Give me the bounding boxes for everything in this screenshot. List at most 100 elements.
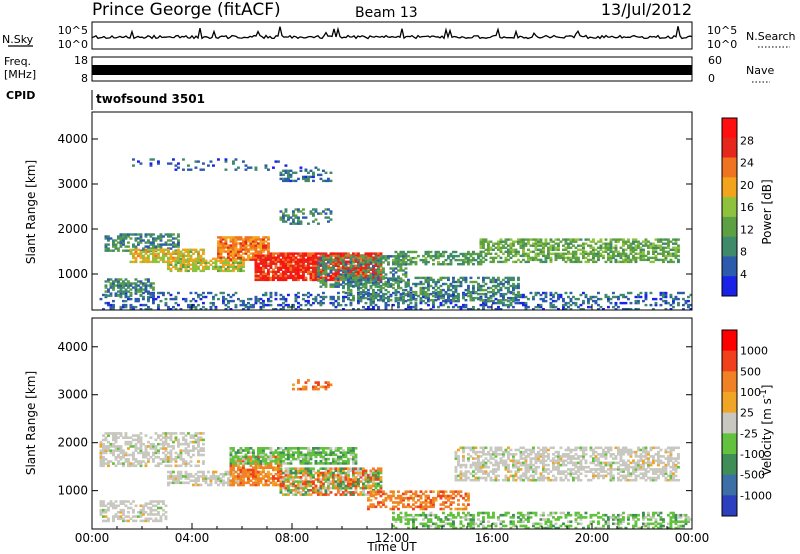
power-cell	[534, 293, 538, 297]
power-cell	[527, 297, 530, 301]
power-cell	[484, 276, 488, 280]
power-cell	[302, 272, 305, 275]
power-cell	[677, 244, 680, 247]
power-cell	[267, 262, 270, 265]
power-cell	[329, 269, 333, 272]
power-cell	[424, 252, 428, 256]
power-cell	[444, 290, 448, 294]
power-cell	[499, 248, 503, 251]
power-cell	[632, 258, 635, 262]
power-cell	[289, 175, 293, 179]
velocity-cell	[177, 477, 180, 480]
power-cell	[224, 303, 228, 307]
power-cell	[354, 272, 358, 275]
velocity-cell	[149, 455, 153, 459]
power-cell	[329, 171, 333, 174]
power-cell	[394, 290, 398, 294]
power-cell	[224, 160, 228, 163]
power-cell	[277, 303, 280, 307]
power-cell	[232, 248, 235, 251]
velocity-cell	[299, 471, 303, 475]
power-cell	[252, 256, 255, 259]
power-cell	[489, 305, 493, 309]
velocity-cell	[144, 447, 148, 450]
power-cell	[254, 301, 258, 305]
power-cell	[387, 257, 390, 260]
power-cell	[537, 291, 540, 295]
power-cell	[592, 256, 595, 260]
power-cell	[677, 254, 680, 258]
power-cell	[462, 303, 465, 307]
velocity-cell	[237, 466, 240, 469]
velocity-cell	[107, 432, 110, 435]
power-cell	[312, 179, 315, 183]
power-cell	[147, 256, 150, 260]
velocity-cell	[187, 453, 190, 457]
velocity-cell	[279, 486, 283, 490]
velocity-cell	[279, 464, 283, 467]
power-cell	[349, 268, 353, 271]
power-cell	[202, 295, 205, 299]
power-cell	[159, 299, 163, 303]
power-cell	[414, 284, 418, 288]
power-cell	[239, 261, 243, 264]
power-cell	[229, 246, 233, 249]
power-cell	[244, 164, 248, 167]
velocity-cell	[262, 453, 265, 457]
power-cell	[287, 218, 290, 221]
power-cell	[342, 269, 345, 272]
power-cell	[109, 249, 113, 252]
power-cell	[347, 278, 350, 282]
power-cell	[534, 248, 538, 251]
power-cell	[247, 236, 250, 239]
velocity-cell	[304, 455, 308, 459]
power-cell	[162, 250, 165, 253]
power-cell	[457, 254, 460, 258]
power-cell	[234, 238, 238, 241]
velocity-cell	[192, 479, 195, 482]
power-cell	[459, 308, 463, 311]
power-cell	[374, 252, 378, 255]
power-cell	[384, 303, 388, 307]
power-cell	[449, 301, 453, 305]
velocity-cell	[127, 440, 130, 444]
power-cell	[569, 240, 573, 243]
power-cell	[514, 301, 518, 305]
power-cell	[294, 270, 298, 273]
power-cell	[259, 242, 263, 245]
power-cell	[234, 303, 238, 307]
velocity-cell	[179, 464, 183, 468]
power-cell	[387, 263, 390, 266]
velocity-cell	[289, 459, 293, 463]
power-cell	[327, 261, 330, 264]
power-cell	[344, 276, 348, 280]
power-cell	[484, 252, 488, 255]
power-cell	[584, 242, 588, 245]
velocity-cell	[272, 479, 275, 482]
velocity-cell	[287, 480, 290, 483]
velocity-cell	[312, 447, 315, 450]
power-cell	[254, 252, 258, 255]
power-cell	[362, 255, 365, 258]
power-cell	[489, 256, 493, 260]
power-cell	[244, 236, 248, 239]
velocity-cell	[167, 445, 170, 448]
power-cell	[369, 273, 373, 276]
power-cell	[479, 303, 483, 307]
power-cell	[447, 276, 450, 280]
power-cell	[132, 248, 135, 251]
velocity-cell	[119, 458, 123, 461]
power-cell	[677, 303, 680, 307]
power-cell	[542, 250, 545, 253]
power-cell	[134, 237, 138, 240]
power-cell	[459, 258, 463, 262]
power-cell	[487, 296, 490, 300]
power-cell	[427, 280, 430, 284]
power-cell	[357, 292, 360, 296]
velocity-cell	[319, 462, 323, 465]
power-colorbar-swatch	[722, 197, 737, 218]
velocity-cell	[187, 462, 190, 465]
power-cell	[334, 272, 338, 275]
power-cell	[517, 242, 520, 245]
power-cell	[219, 238, 223, 241]
